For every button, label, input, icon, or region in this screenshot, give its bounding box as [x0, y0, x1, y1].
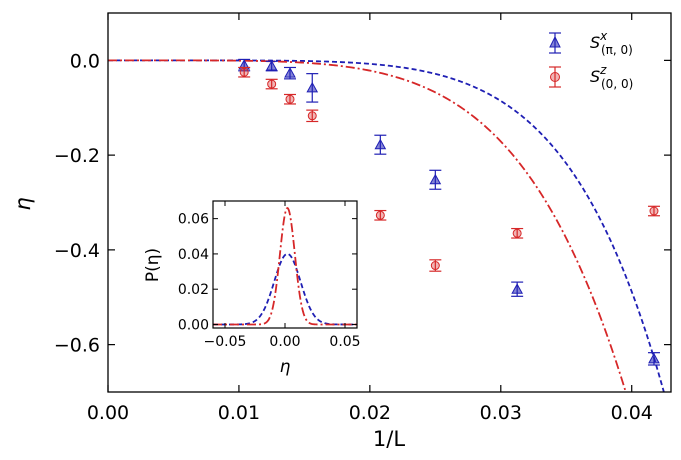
y-tick-label: −0.4	[54, 240, 100, 262]
inset-x-tick-label: 0.00	[269, 334, 300, 350]
x-axis-ticks: 0.00 0.01 0.02 0.03 0.04	[87, 13, 653, 424]
legend-sz-circle-marker	[550, 72, 560, 82]
y-tick-label: −0.2	[54, 145, 100, 167]
data-point-triangle	[284, 67, 296, 78]
inset-y-tick-label: 0.06	[178, 212, 209, 228]
y-axis-ticks: 0.0 −0.2 −0.4 −0.6	[54, 50, 671, 357]
data-point-circle	[307, 111, 317, 121]
fit-curve	[108, 59, 665, 392]
inset-distribution-curve	[213, 207, 357, 326]
data-point-triangle	[648, 352, 660, 364]
inset-x-tick-label: −0.05	[204, 334, 247, 350]
legend-sx-triangle-marker	[549, 35, 561, 48]
data-point-circle	[239, 67, 249, 77]
inset-x-axis-ticks: −0.05 0.00 0.05	[204, 201, 361, 350]
x-tick-label: 0.03	[480, 402, 522, 424]
inset-background	[213, 201, 357, 328]
plot-frame	[107, 12, 672, 393]
data-point-circle	[512, 228, 522, 238]
fit-curve	[108, 59, 627, 392]
data-point-triangle	[306, 81, 319, 93]
inset-x-axis-label: η	[280, 357, 291, 377]
data-point-triangle	[374, 138, 387, 150]
data-point-circle	[649, 206, 659, 216]
inset-y-tick-label: 0.00	[178, 317, 209, 333]
data-point-circle	[430, 261, 440, 271]
legend: Sx (π, 0) Sz (0, 0)	[549, 29, 633, 91]
x-axis-label: 1/L	[373, 427, 405, 451]
inset-y-tick-label: 0.02	[178, 282, 209, 298]
x-tick-label: 0.04	[611, 402, 653, 424]
inset-x-tick-label: 0.05	[329, 334, 360, 350]
legend-entry-sx: Sx (π, 0)	[549, 29, 633, 57]
inset-frame	[212, 200, 358, 329]
data-point-triangle	[511, 283, 524, 294]
y-tick-label: −0.6	[54, 335, 100, 357]
x-tick-label: 0.01	[218, 402, 260, 424]
inset-y-tick-label: 0.04	[178, 247, 209, 263]
inset-plot: −0.05 0.00 0.05 0.000.020.040.06 η P(η)	[143, 200, 361, 377]
inset-y-axis-label: P(η)	[143, 248, 163, 282]
x-tick-label: 0.02	[349, 402, 391, 424]
x-tick-label: 0.00	[87, 402, 129, 424]
data-point-circle	[375, 210, 385, 220]
y-tick-label: 0.0	[70, 50, 100, 72]
inset-y-axis-ticks: 0.00 0.02 0.04 0.06	[178, 212, 357, 333]
data-series	[238, 58, 660, 366]
main-plot: 0.00 0.01 0.02 0.03 0.04 0.0 −0.2 −0.4 −0.6 1/L…	[11, 12, 672, 451]
data-point-triangle	[265, 60, 278, 71]
data-point-circle	[285, 94, 295, 104]
legend-entry-sz: Sz (0, 0)	[549, 63, 633, 91]
series-circle	[238, 66, 660, 272]
data-point-circle	[267, 79, 277, 89]
plot-area	[108, 13, 671, 392]
legend-sz-label: Sz (0, 0)	[590, 63, 633, 91]
data-point-triangle	[429, 173, 442, 185]
legend-sx-label: Sx (π, 0)	[590, 29, 633, 57]
y-axis-label: η	[11, 197, 35, 210]
fit-curves	[108, 59, 665, 392]
inset-curves	[213, 207, 357, 326]
